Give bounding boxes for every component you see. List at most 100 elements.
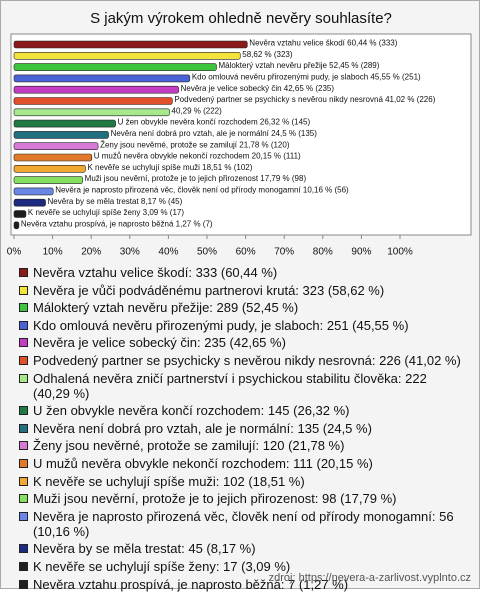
bar <box>13 119 116 128</box>
x-tick-label: 70% <box>274 247 294 258</box>
legend-item: K nevěře se uchylují spíše muži: 102 (18… <box>19 474 465 489</box>
x-tick-label: 50% <box>197 247 217 258</box>
legend-swatch <box>19 373 28 383</box>
data-label: Kdo omlouvá nevěru přirozenými pudy, je … <box>192 73 421 82</box>
legend-item: U žen obvykle nevěra končí rozchodem: 14… <box>19 403 465 418</box>
x-tick-label: 0% <box>7 247 22 258</box>
data-label: Nevěra je velice sobecký čin 42,65 % (23… <box>181 84 335 93</box>
legend-item: Nevěra je velice sobecký čin: 235 (42,65… <box>19 335 465 350</box>
legend-swatch <box>19 441 28 451</box>
legend-swatch <box>19 579 28 589</box>
data-label: Nevěra vztahu velice škodí 60,44 % (333) <box>249 39 397 48</box>
legend-item: Ženy jsou nevěrné, protože se zamilují: … <box>19 438 465 453</box>
x-tick-label: 20% <box>81 247 101 258</box>
x-tick-label: 90% <box>351 247 371 258</box>
legend-item: Nevěra je naprosto přirozená věc, člověk… <box>19 509 465 539</box>
legend-label: U žen obvykle nevěra končí rozchodem: 14… <box>33 403 350 419</box>
legend-swatch <box>19 511 28 521</box>
x-tick-label: 40% <box>158 247 178 258</box>
data-label: Muži jsou nevěrní, protože je to jejich … <box>85 174 307 183</box>
bar <box>13 198 46 207</box>
bar <box>13 97 173 105</box>
bar <box>13 74 191 83</box>
data-label: Podvedený partner se psychicky s nevěrou… <box>174 95 435 104</box>
bar <box>13 153 93 162</box>
bar <box>13 165 86 173</box>
legend-label: Ženy jsou nevěrné, protože se zamilují: … <box>33 438 345 454</box>
legend-swatch <box>19 406 28 416</box>
legend-swatch <box>19 303 28 313</box>
legend-swatch <box>19 320 28 330</box>
x-tick-label: 30% <box>120 247 140 258</box>
x-tick-label: 60% <box>236 247 256 258</box>
legend-label: Kdo omlouvá nevěru přirozenými pudy, je … <box>33 317 409 333</box>
data-label: K nevěře se uchylují spíše ženy 3,09 % (… <box>28 208 184 217</box>
legend-label: Nevěra není dobrá pro vztah, ale je norm… <box>33 420 372 436</box>
legend-item: K nevěře se uchylují spíše ženy: 17 (3,0… <box>19 559 465 574</box>
data-label: U mužů nevěra obvykle nekončí rozchodem … <box>94 152 301 161</box>
data-label: Nevěra vztahu prospívá, je naprosto běžn… <box>21 219 213 228</box>
legend-swatch <box>19 544 28 554</box>
data-label: K nevěře se uchylují spíše muži 18,51 % … <box>87 163 252 172</box>
bar <box>13 187 54 196</box>
chart: S jakým výrokem ohledně nevěry souhlasít… <box>7 10 472 258</box>
bar <box>13 176 83 184</box>
legend-swatch <box>19 494 28 504</box>
bar <box>13 63 217 71</box>
bar <box>13 210 27 218</box>
data-label: Nevěra je naprosto přirozená věc, člověk… <box>55 186 349 195</box>
legend-label: K nevěře se uchylují spíše muži: 102 (18… <box>33 473 305 489</box>
legend-label: Nevěra je vůči podváděnému partnerovi kr… <box>33 282 385 298</box>
legend-swatch <box>19 285 28 295</box>
legend-swatch <box>19 355 28 365</box>
legend-label: Podvedený partner se psychicky s nevěrou… <box>33 352 461 368</box>
legend: Nevěra vztahu velice škodí: 333 (60,44 %… <box>19 265 465 594</box>
legend-swatch <box>19 476 28 486</box>
legend-label: U mužů nevěra obvykle nekončí rozchodem:… <box>33 455 373 471</box>
legend-swatch <box>19 561 28 571</box>
legend-swatch <box>19 338 28 348</box>
legend-label: Málokterý vztah nevěru přežije: 289 (52,… <box>33 300 299 316</box>
legend-label: Nevěra vztahu prospívá, je naprosto běžn… <box>33 576 349 592</box>
legend-label: Nevěra by se měla trestat: 45 (8,17 %) <box>33 541 256 557</box>
legend-item: Málokterý vztah nevěru přežije: 289 (52,… <box>19 300 465 315</box>
legend-item: Kdo omlouvá nevěru přirozenými pudy, je … <box>19 318 465 333</box>
legend-item: Odhalená nevěra zničí partnerství i psyc… <box>19 371 465 401</box>
bar <box>13 221 20 230</box>
legend-swatch <box>19 268 28 277</box>
data-label: 40,29 % (222) <box>172 106 223 115</box>
source: zdroj: https://nevera-a-zarlivost.vyplnt… <box>268 572 471 584</box>
bar <box>13 51 241 60</box>
legend-label: Nevěra je velice sobecký čin: 235 (42,65… <box>33 335 286 351</box>
legend-label: K nevěře se uchylují spíše ženy: 17 (3,0… <box>33 558 291 574</box>
legend-item: Nevěra vztahu velice škodí: 333 (60,44 %… <box>19 265 465 280</box>
x-tick-label: 10% <box>43 247 63 258</box>
legend-item: Nevěra by se měla trestat: 45 (8,17 %) <box>19 541 465 556</box>
legend-item: Podvedený partner se psychicky s nevěrou… <box>19 353 465 368</box>
bar <box>13 108 170 117</box>
bar <box>13 85 179 94</box>
x-tick-label: 100% <box>387 247 413 258</box>
data-label: Málokterý vztah nevěru přežije 52,45 % (… <box>218 61 379 70</box>
bar <box>13 131 109 139</box>
data-label: Nevěra by se měla trestat 8,17 % (45) <box>48 197 183 206</box>
data-label: Nevěra není dobrá pro vztah, ale je norm… <box>111 129 318 138</box>
legend-item: Nevěra není dobrá pro vztah, ale je norm… <box>19 421 465 436</box>
chart-title: S jakým výrokem ohledně nevěry souhlasít… <box>90 10 392 27</box>
bar <box>13 142 99 150</box>
bar <box>13 40 248 49</box>
data-label: 58,62 % (323) <box>242 50 293 59</box>
legend-swatch <box>19 423 28 433</box>
data-label: U žen obvykle nevěra končí rozchodem 26,… <box>118 118 311 127</box>
legend-label: Odhalená nevěra zničí partnerství i psyc… <box>33 370 427 401</box>
legend-label: Nevěra je naprosto přirozená věc, člověk… <box>33 508 454 539</box>
legend-item: Muži jsou nevěrní, protože je to jejich … <box>19 491 465 506</box>
x-tick-label: 80% <box>313 247 333 258</box>
legend-label: Muži jsou nevěrní, protože je to jejich … <box>33 491 397 507</box>
legend-label: Nevěra vztahu velice škodí: 333 (60,44 %… <box>33 265 278 280</box>
legend-item: Nevěra vztahu prospívá, je naprosto běžn… <box>19 577 465 592</box>
legend-item: Nevěra je vůči podváděnému partnerovi kr… <box>19 283 465 298</box>
legend-swatch <box>19 458 28 468</box>
data-label: Ženy jsou nevěrné, protože se zamilují 2… <box>100 140 290 149</box>
